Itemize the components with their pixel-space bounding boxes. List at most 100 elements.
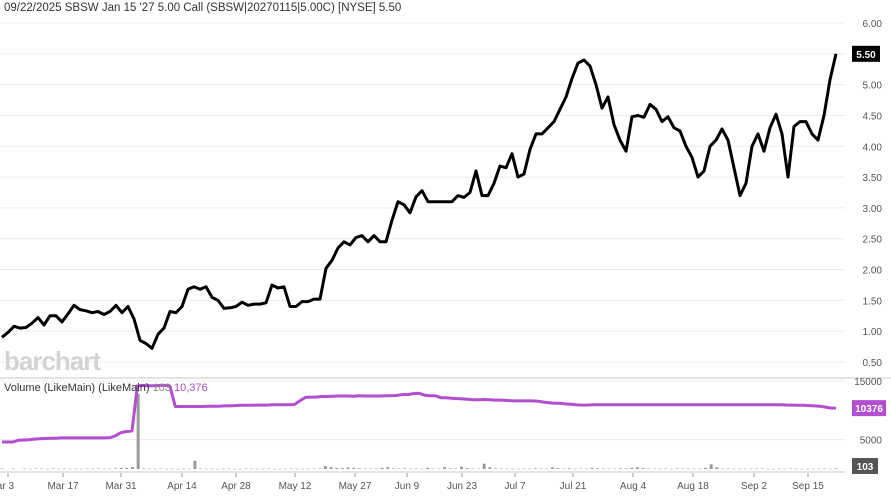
x-tick-label: Mar 3 [0,481,14,492]
volume-bar [34,468,38,469]
volume-bar [488,467,492,469]
volume-bar [647,468,651,470]
header-symbol: SBSW Jan 15 '27 5.00 Call (SBSW|20270115… [64,2,376,14]
volume-value: 103 [152,382,171,394]
volume-bar [403,468,407,469]
price-tick-label: 3.50 [863,173,883,184]
volume-bar [494,468,498,469]
volume-bar [374,468,378,470]
volume-bar [23,468,27,470]
volume-bar [465,468,469,469]
x-tick-label: May 12 [279,481,312,492]
volume-bar [505,468,509,470]
volume-bar [596,468,600,469]
volume-bar [102,468,106,470]
volume-bar [91,468,95,470]
volume-bar [721,468,725,470]
volume-bar [176,468,180,470]
volume-bar [250,468,254,470]
volume-bar [329,467,333,469]
volume-bar [11,468,15,470]
volume-bar [658,468,662,470]
volume-bar [800,468,804,470]
barchart-watermark: barchart [4,346,101,376]
volume-bar [233,468,237,470]
volume-bar [335,467,339,469]
price-grid [0,22,845,363]
last-price-badge-text: 5.50 [856,50,876,61]
volume-bar [675,468,679,469]
volume-bar [68,468,72,470]
volume-bar [437,468,441,470]
x-tick-label: Sep 15 [792,481,824,492]
volume-bar [811,468,815,470]
price-tick-label: 2.50 [863,235,883,246]
volume-y-ticks: 5000 15000 [854,377,882,447]
volume-bar [284,468,288,470]
volume-bar [51,468,55,470]
volume-bar [777,468,781,470]
volume-bar [62,468,66,470]
price-y-ticks: 0.50 1.00 1.50 2.00 2.50 3.00 3.50 4.00 4.50 5.00… [863,19,883,369]
volume-bar [0,468,4,470]
volume-bar [448,468,452,469]
volume-bar [755,468,759,470]
volume-bar [318,468,322,470]
volume-bar [477,468,481,470]
x-tick-label: Apr 14 [167,481,197,492]
volume-bar [136,393,140,469]
volume-bar [238,468,242,470]
volume-bar [165,468,169,470]
volume-bar [454,468,458,470]
price-tick-label: 2.00 [863,266,883,277]
x-tick-label: Mar 17 [47,481,79,492]
volume-bar [289,468,293,470]
volume-bar [511,468,515,470]
volume-bar [45,468,49,470]
volume-bar [681,468,685,470]
volume-bar [74,468,78,470]
volume-bar [312,468,316,470]
volume-bar [153,468,157,470]
price-tick-label: 5.00 [863,81,883,92]
volume-bar [635,467,639,469]
volume-bar [533,468,537,469]
price-tick-label: 4.00 [863,142,883,153]
volume-bar [556,468,560,469]
price-tick-label: 6.00 [863,19,883,30]
x-axis-ticks: Mar 3 Mar 17 Mar 31 Apr 14 Apr 28 May 12 May 2… [0,471,845,492]
volume-bar [408,468,412,470]
volume-bar [760,468,764,469]
volume-bar [142,468,146,469]
price-tick-label: 4.50 [863,111,883,122]
x-tick-label: Aug 18 [677,481,709,492]
x-tick-label: Jul 7 [504,481,526,492]
volume-bar [357,468,361,469]
volume-bars [0,393,838,470]
volume-bar [652,468,656,470]
volume-bar [828,468,832,470]
volume-bar [499,468,503,470]
x-tick-label: May 27 [339,481,372,492]
volume-bar [57,468,61,470]
header-date: 09/22/2025 [4,2,62,14]
last-price-badge: 5.50 [852,45,880,62]
volume-bar [704,467,708,469]
volume-bar [789,468,793,470]
volume-bar [443,467,447,469]
volume-bar [261,468,265,470]
volume-bar [460,466,464,469]
volume-bar [698,468,702,470]
volume-bar [426,467,430,469]
volume-bar [182,468,186,470]
volume-bar [210,468,214,470]
volume-bar [664,468,668,470]
volume-bar [686,468,690,470]
x-tick-label: Mar 31 [105,481,137,492]
oi-badge: 10376 [852,400,886,417]
volume-bar [113,468,117,469]
volume-tick-label: 5000 [860,436,883,447]
volume-bar [340,468,344,469]
volume-bar [471,468,475,470]
